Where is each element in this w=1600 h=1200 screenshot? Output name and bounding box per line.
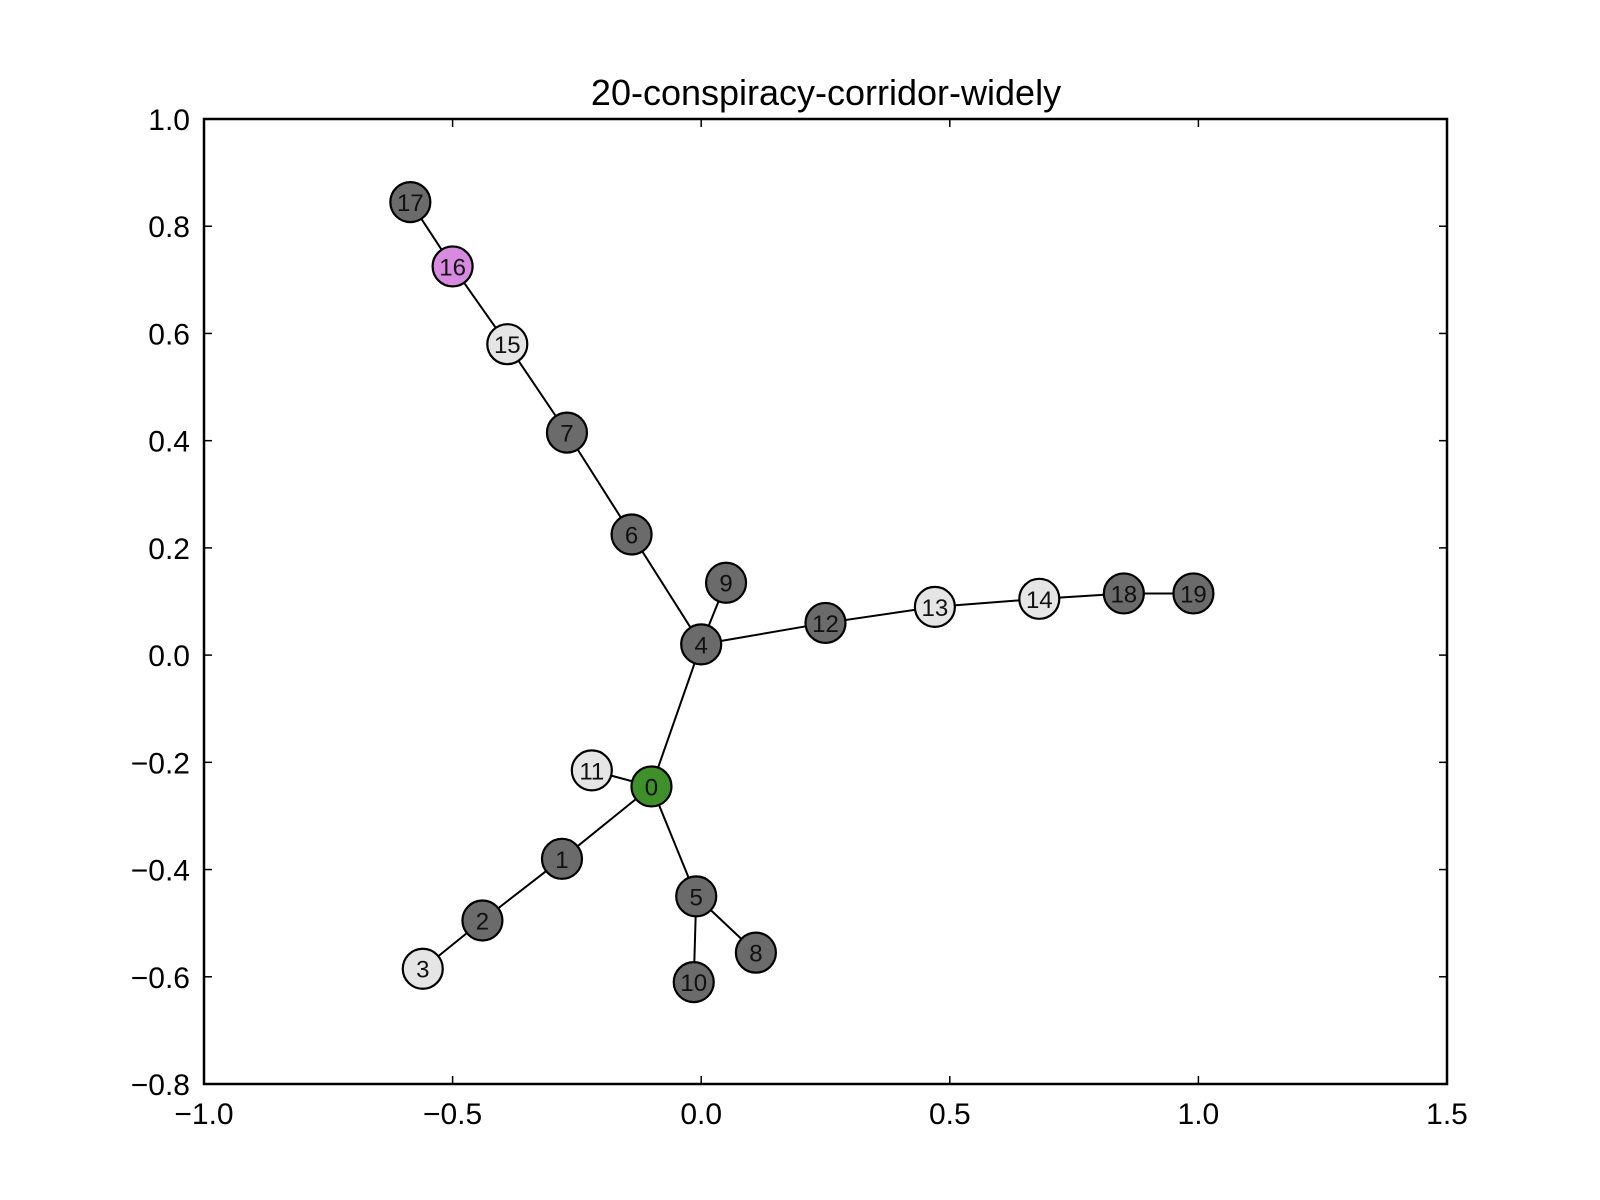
node-9: [704, 561, 748, 604]
y-tick-label: 0.4: [148, 426, 190, 459]
x-tick-label: 0.5: [929, 1098, 971, 1131]
node-label-13: 13: [922, 595, 949, 622]
node-label-7: 7: [560, 421, 573, 448]
node-8: [734, 931, 777, 974]
node-label-2: 2: [476, 908, 489, 935]
node-12: [804, 601, 847, 645]
node-1: [540, 837, 584, 880]
x-tick-label: 1.0: [1178, 1098, 1220, 1131]
node-5: [675, 875, 718, 918]
y-tick-label: 0.6: [148, 318, 190, 351]
x-tick-label: 0.0: [680, 1098, 722, 1131]
node-17: [389, 180, 432, 224]
y-tick-label: 0.8: [148, 211, 190, 244]
node-19: [1172, 572, 1215, 615]
node-label-17: 17: [397, 190, 424, 217]
node-label-5: 5: [690, 884, 703, 911]
node-label-3: 3: [416, 957, 429, 984]
node-14: [1018, 577, 1061, 620]
node-label-14: 14: [1026, 587, 1053, 614]
node-15: [486, 323, 529, 366]
plot-frame: [202, 117, 1449, 1086]
node-label-12: 12: [812, 611, 839, 638]
node-label-6: 6: [625, 522, 638, 549]
node-18: [1102, 572, 1145, 615]
y-tick-label: −0.8: [131, 1069, 190, 1102]
y-tick-label: 0.2: [148, 533, 190, 566]
node-10: [672, 961, 715, 1004]
node-label-10: 10: [680, 970, 707, 997]
y-tick-label: 0.0: [148, 640, 190, 673]
x-tick-label: 1.5: [1426, 1098, 1468, 1131]
node-label-4: 4: [695, 632, 708, 659]
node-label-9: 9: [719, 571, 732, 598]
edge-4-6: [630, 533, 703, 645]
node-16: [431, 245, 474, 288]
edges: [409, 201, 1194, 983]
x-tick-label: −0.5: [423, 1098, 482, 1131]
y-tick-label: −0.2: [131, 747, 190, 780]
node-label-19: 19: [1180, 581, 1207, 608]
node-4: [680, 623, 723, 666]
y-tick-label: −0.4: [131, 855, 190, 888]
x-tick-label: −1.0: [174, 1098, 233, 1131]
y-tick-label: −0.6: [131, 962, 190, 995]
node-label-15: 15: [494, 332, 521, 359]
node-7: [545, 411, 589, 454]
edge-0-4: [650, 644, 703, 787]
node-13: [913, 585, 956, 628]
node-3: [401, 947, 444, 990]
chart-title: 20-conspiracy-corridor-widely: [591, 72, 1061, 113]
node-2: [461, 899, 504, 942]
node-6: [610, 513, 653, 556]
node-label-1: 1: [555, 847, 568, 874]
node-label-0: 0: [645, 774, 658, 801]
node-label-8: 8: [749, 941, 762, 968]
node-0: [630, 765, 673, 808]
node-label-18: 18: [1110, 581, 1137, 608]
axis-ticks: −1.0 −0.5 0.0 0.5 1.0 1.5 −0.8 −0.6 −0.4 −0.2 0.0 0…: [131, 104, 1468, 1131]
node-label-16: 16: [439, 254, 466, 281]
y-tick-label: 1.0: [148, 104, 190, 137]
node-11: [570, 749, 613, 792]
node-label-11: 11: [579, 758, 604, 785]
